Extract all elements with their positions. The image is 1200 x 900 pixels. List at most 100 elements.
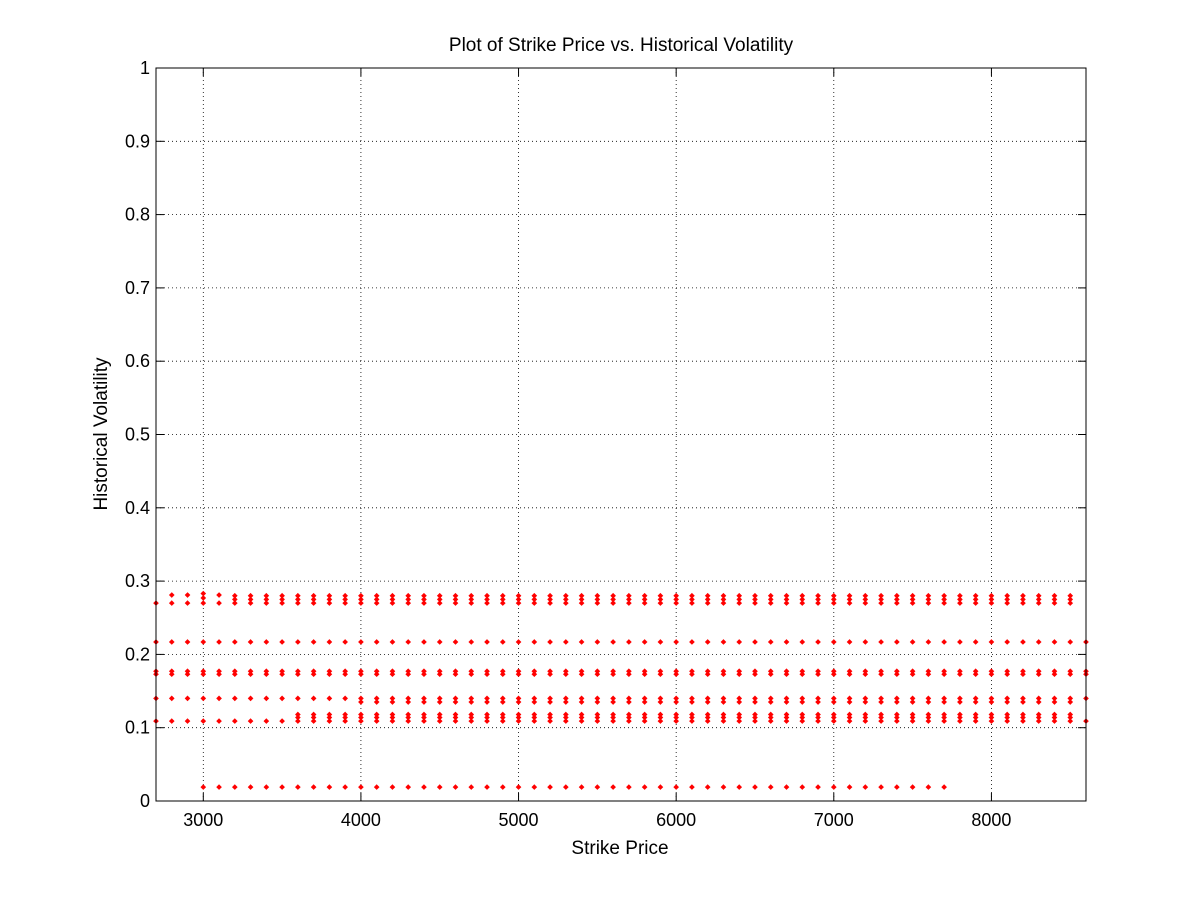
data-point bbox=[452, 600, 459, 606]
data-point bbox=[799, 600, 806, 606]
data-point bbox=[878, 784, 884, 790]
y-tick-label: 0.9 bbox=[125, 131, 150, 151]
data-point bbox=[184, 592, 191, 598]
data-point bbox=[484, 671, 490, 678]
y-tick-labels: 0 0.1 0.2 0.3 0.4 0.5 0.6 0.7 0.8 0.9 1 bbox=[125, 58, 150, 811]
data-point bbox=[846, 718, 853, 724]
data-point bbox=[578, 714, 585, 721]
data-point bbox=[720, 668, 727, 675]
data-point bbox=[563, 784, 569, 790]
data-point bbox=[594, 714, 601, 721]
data-point bbox=[373, 600, 380, 606]
data-point bbox=[1067, 714, 1074, 721]
data-point bbox=[626, 600, 632, 606]
data-point bbox=[736, 592, 743, 599]
data-point bbox=[767, 784, 774, 790]
data-point bbox=[578, 699, 585, 705]
data-point bbox=[326, 671, 333, 678]
data-point bbox=[736, 668, 743, 675]
data-point bbox=[925, 671, 932, 678]
data-point bbox=[499, 668, 506, 675]
data-point bbox=[704, 600, 711, 606]
y-tick-label: 0.8 bbox=[125, 205, 150, 225]
data-point bbox=[279, 671, 285, 678]
data-point bbox=[578, 639, 585, 645]
data-point bbox=[200, 668, 207, 675]
data-point bbox=[515, 784, 522, 790]
data-point bbox=[767, 699, 774, 705]
data-point bbox=[358, 718, 364, 724]
data-point bbox=[247, 639, 254, 645]
data-point bbox=[594, 596, 601, 603]
data-point bbox=[657, 711, 664, 718]
data-point bbox=[515, 718, 522, 724]
data-point bbox=[752, 671, 758, 678]
data-point bbox=[358, 784, 364, 790]
data-point bbox=[499, 699, 506, 705]
data-point bbox=[878, 639, 884, 645]
data-point bbox=[941, 592, 947, 599]
data-point bbox=[421, 784, 427, 790]
data-point bbox=[941, 699, 947, 705]
data-point bbox=[862, 668, 869, 675]
data-point bbox=[499, 784, 506, 790]
data-point bbox=[1067, 699, 1074, 705]
data-point bbox=[231, 592, 238, 599]
data-point bbox=[1004, 600, 1011, 606]
data-point bbox=[957, 639, 963, 645]
data-point bbox=[815, 714, 821, 721]
data-point bbox=[767, 714, 774, 721]
data-point bbox=[421, 671, 427, 678]
data-point bbox=[641, 600, 648, 606]
data-point bbox=[436, 596, 443, 603]
data-point bbox=[279, 596, 285, 603]
data-point bbox=[799, 592, 806, 599]
data-point bbox=[342, 668, 348, 675]
data-point bbox=[279, 784, 285, 790]
data-point bbox=[1051, 718, 1058, 724]
data-point bbox=[799, 711, 806, 718]
data-point bbox=[862, 784, 869, 790]
data-point bbox=[815, 668, 821, 675]
data-point bbox=[200, 718, 207, 724]
data-point bbox=[689, 711, 695, 718]
data-point bbox=[594, 784, 601, 790]
data-point bbox=[1035, 600, 1042, 606]
data-point bbox=[673, 596, 679, 603]
data-point bbox=[1020, 600, 1026, 606]
data-point bbox=[373, 711, 380, 718]
data-point bbox=[468, 784, 475, 790]
data-point bbox=[972, 668, 979, 675]
data-point bbox=[326, 714, 333, 721]
data-point bbox=[720, 714, 727, 721]
data-point bbox=[326, 596, 333, 603]
data-point bbox=[909, 711, 916, 718]
data-point bbox=[547, 639, 553, 645]
data-point bbox=[421, 699, 427, 705]
data-point bbox=[1051, 639, 1058, 645]
data-point bbox=[736, 718, 743, 724]
data-point bbox=[641, 668, 648, 675]
data-point bbox=[925, 699, 932, 705]
data-point bbox=[704, 714, 711, 721]
data-point bbox=[957, 668, 963, 675]
data-point bbox=[342, 718, 348, 724]
data-point bbox=[295, 714, 301, 721]
data-point bbox=[689, 671, 695, 678]
data-point bbox=[830, 639, 837, 645]
data-point bbox=[878, 718, 884, 724]
data-point bbox=[626, 639, 632, 645]
data-point bbox=[263, 592, 270, 599]
data-point bbox=[184, 695, 191, 702]
data-point bbox=[436, 714, 443, 721]
data-point bbox=[736, 671, 743, 678]
data-point bbox=[563, 600, 569, 606]
data-point bbox=[295, 711, 301, 718]
data-point bbox=[799, 714, 806, 721]
data-point bbox=[231, 596, 238, 603]
data-point bbox=[200, 639, 207, 645]
data-point bbox=[247, 784, 254, 790]
data-point bbox=[594, 671, 601, 678]
data-point bbox=[389, 592, 396, 599]
data-point bbox=[988, 718, 995, 724]
